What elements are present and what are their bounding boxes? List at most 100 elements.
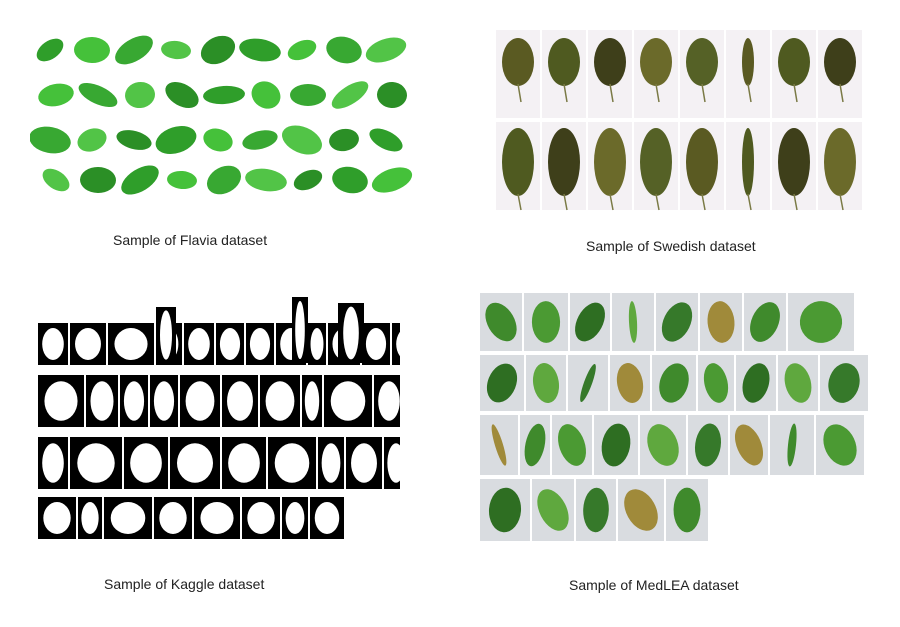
flavia-leaf	[366, 124, 406, 156]
kaggle-leaf-silhouette	[124, 381, 144, 421]
kaggle-leaf-silhouette	[351, 443, 377, 483]
flavia-leaf	[123, 80, 156, 110]
swedish-leaf	[502, 128, 534, 196]
flavia-leaf	[237, 36, 282, 65]
flavia-leaf-grid	[30, 30, 420, 195]
kaggle-leaf-silhouette	[111, 502, 146, 534]
flavia-leaf	[166, 170, 197, 191]
swedish-leaf	[548, 128, 580, 196]
swedish-leaf	[778, 38, 810, 86]
kaggle-leaf-silhouette	[275, 443, 310, 483]
swedish-leaf	[686, 38, 718, 86]
kaggle-leaf-silhouette	[130, 443, 162, 483]
kaggle-leaf-silhouette	[247, 502, 274, 534]
flavia-leaf	[285, 36, 320, 64]
kaggle-leaf-silhouette	[177, 443, 213, 483]
flavia-leaf	[33, 34, 68, 66]
swedish-leaf	[548, 38, 580, 86]
kaggle-leaf-silhouette	[295, 301, 305, 359]
swedish-leaf	[502, 38, 534, 86]
kaggle-panel	[38, 293, 400, 540]
kaggle-leaf-silhouette	[188, 328, 210, 360]
swedish-leaf	[686, 128, 718, 196]
kaggle-leaf-silhouette	[77, 443, 114, 483]
kaggle-leaf-silhouette	[42, 328, 64, 360]
kaggle-leaf-silhouette	[315, 502, 339, 534]
kaggle-leaf-silhouette	[159, 502, 186, 534]
swedish-leaf	[778, 128, 810, 196]
kaggle-leaf-silhouette	[366, 328, 386, 360]
kaggle-leaf-silhouette	[43, 502, 70, 534]
kaggle-leaf-silhouette	[220, 328, 240, 360]
medlea-panel	[480, 293, 875, 543]
swedish-caption: Sample of Swedish dataset	[586, 238, 756, 254]
flavia-leaf	[330, 163, 371, 195]
flavia-leaf	[278, 120, 327, 160]
flavia-panel	[30, 30, 420, 195]
kaggle-leaf-grid	[38, 293, 400, 540]
kaggle-leaf-silhouette	[266, 381, 295, 421]
kaggle-leaf-silhouette	[81, 502, 98, 534]
swedish-leaf	[824, 128, 856, 196]
swedish-panel	[492, 28, 870, 214]
kaggle-leaf-silhouette	[44, 381, 77, 421]
flavia-leaf	[114, 127, 153, 154]
kaggle-leaf-silhouette	[227, 381, 253, 421]
swedish-leaf-grid	[492, 28, 870, 214]
kaggle-leaf-silhouette	[311, 328, 324, 360]
swedish-leaf	[742, 38, 754, 86]
flavia-leaf	[200, 125, 236, 156]
medlea-leaf	[674, 488, 701, 533]
medlea-leaf-grid	[480, 293, 875, 543]
kaggle-leaf-silhouette	[114, 328, 147, 360]
kaggle-leaf-silhouette	[322, 443, 341, 483]
kaggle-leaf-silhouette	[160, 310, 172, 359]
kaggle-leaf-silhouette	[343, 307, 359, 360]
kaggle-leaf-silhouette	[286, 502, 305, 534]
kaggle-leaf-silhouette	[228, 443, 260, 483]
flavia-leaf	[323, 33, 364, 67]
swedish-leaf	[640, 128, 672, 196]
kaggle-leaf-silhouette	[154, 381, 174, 421]
flavia-leaf	[161, 77, 203, 114]
kaggle-leaf-silhouette	[186, 381, 215, 421]
flavia-leaves	[30, 30, 415, 195]
kaggle-leaf-silhouette	[75, 328, 101, 360]
swedish-leaf	[594, 128, 626, 196]
swedish-leaf	[742, 128, 754, 196]
kaggle-leaf-silhouette	[42, 443, 64, 483]
flavia-leaf	[196, 30, 240, 70]
kaggle-leaf-silhouette	[90, 381, 113, 421]
flavia-leaf	[202, 85, 245, 106]
flavia-leaf	[291, 166, 326, 195]
flavia-leaf	[244, 166, 289, 194]
flavia-leaf	[240, 127, 279, 153]
flavia-leaf	[74, 124, 110, 156]
flavia-leaf	[376, 81, 408, 109]
flavia-leaf	[80, 167, 116, 194]
kaggle-leaf-silhouette	[250, 328, 270, 360]
kaggle-leaf-silhouette	[331, 381, 366, 421]
flavia-leaf	[74, 36, 111, 63]
flavia-leaf	[116, 160, 163, 195]
flavia-leaf	[39, 164, 74, 195]
medlea-caption: Sample of MedLEA dataset	[569, 577, 739, 593]
flavia-leaf	[363, 33, 410, 67]
flavia-leaf	[246, 76, 285, 114]
flavia-leaf	[110, 30, 157, 70]
flavia-caption: Sample of Flavia dataset	[113, 232, 267, 248]
kaggle-leaf-silhouette	[200, 502, 233, 534]
flavia-leaf	[36, 80, 76, 109]
flavia-leaf	[152, 121, 200, 159]
flavia-leaf	[30, 123, 73, 157]
flavia-leaf	[75, 78, 121, 112]
flavia-leaf	[327, 76, 372, 114]
swedish-leaf	[594, 38, 626, 86]
flavia-leaf	[202, 160, 246, 195]
kaggle-caption: Sample of Kaggle dataset	[104, 576, 264, 592]
swedish-leaf	[824, 38, 856, 86]
flavia-leaf	[160, 39, 192, 60]
flavia-leaf	[327, 127, 360, 154]
kaggle-leaf-silhouette	[378, 381, 400, 421]
flavia-leaf	[369, 162, 416, 195]
